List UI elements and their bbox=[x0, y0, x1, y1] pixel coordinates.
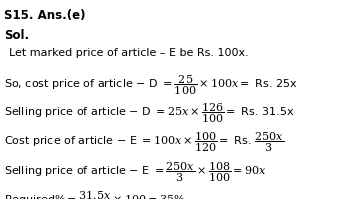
Text: Required$\% = \dfrac{31.5x}{90x} \times 100 = 35\%$: Required$\% = \dfrac{31.5x}{90x} \times … bbox=[4, 189, 186, 199]
Text: S15. Ans.(e): S15. Ans.(e) bbox=[4, 9, 86, 22]
Text: Selling price of article $-$ E $= \dfrac{250x}{3} \times \dfrac{108}{100} = 90x$: Selling price of article $-$ E $= \dfrac… bbox=[4, 160, 267, 184]
Text: Cost price of article $-$ E $= 100x \times \dfrac{100}{120} =$ Rs. $\dfrac{250x}: Cost price of article $-$ E $= 100x \tim… bbox=[4, 130, 284, 154]
Text: Sol.: Sol. bbox=[4, 29, 30, 42]
Text: Selling price of article $-$ D $= 25x \times \dfrac{126}{100} =$ Rs. 31.5x: Selling price of article $-$ D $= 25x \t… bbox=[4, 101, 295, 125]
Text: So, cost price of article $-$ D $= \dfrac{25}{100} \times 100x =$ Rs. 25x: So, cost price of article $-$ D $= \dfra… bbox=[4, 74, 298, 97]
Text: Let marked price of article – E be Rs. 100x.: Let marked price of article – E be Rs. 1… bbox=[9, 48, 248, 58]
